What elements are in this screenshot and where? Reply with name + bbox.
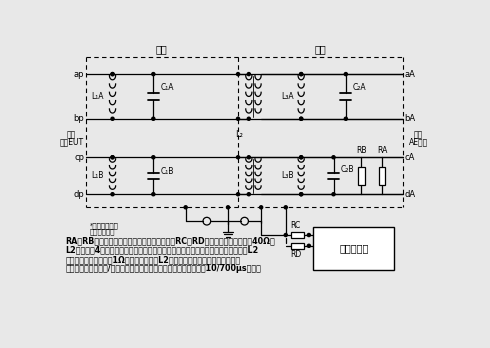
Text: 去耦: 去耦 [315, 44, 326, 54]
Circle shape [237, 117, 240, 120]
Circle shape [237, 73, 240, 76]
Circle shape [284, 234, 287, 237]
Circle shape [300, 117, 303, 120]
Circle shape [300, 156, 303, 159]
Text: 高速通信线路的耦合/去耦网络（由于电感饱和的原因，不推荐用于10/700μs试验）: 高速通信线路的耦合/去耦网络（由于电感饱和的原因，不推荐用于10/700μs试验… [66, 264, 262, 273]
Text: bp: bp [74, 114, 84, 123]
Circle shape [152, 193, 155, 196]
Text: L2是一个有4线圈的电流补偿扼流圈，用以避免在电器功率输送的过程中发生饱和，L2: L2是一个有4线圈的电流补偿扼流圈，用以避免在电器功率输送的过程中发生饱和，L2 [66, 246, 259, 255]
Text: C₁B: C₁B [160, 167, 173, 176]
Text: 有低的电阻值（远小于1Ω），若将电阻与L2并行连接时，可以降低总电阻值。: 有低的电阻值（远小于1Ω），若将电阻与L2并行连接时，可以降低总电阻值。 [66, 255, 241, 264]
Circle shape [300, 193, 303, 196]
Circle shape [300, 117, 303, 120]
Bar [379, 166, 386, 185]
Text: *图中插头的符: *图中插头的符 [89, 223, 118, 229]
Circle shape [111, 117, 114, 120]
Circle shape [344, 73, 347, 76]
Circle shape [237, 156, 240, 159]
Text: aA: aA [404, 70, 415, 79]
Circle shape [152, 117, 155, 120]
Text: RA和RB的值要尽量低，用于抑制振荡点振铃；RC和RD作为隔离电阻，阻值为40Ω；: RA和RB的值要尽量低，用于抑制振荡点振铃；RC和RD作为隔离电阻，阻值为40Ω… [66, 237, 275, 246]
Text: 设备EUT: 设备EUT [60, 137, 84, 147]
Text: dp: dp [74, 190, 84, 199]
Circle shape [344, 117, 347, 120]
Circle shape [111, 156, 114, 159]
Text: RC: RC [291, 221, 301, 230]
Circle shape [247, 117, 250, 120]
Circle shape [247, 193, 250, 196]
Text: ap: ap [74, 70, 84, 79]
Text: 被试: 被试 [67, 130, 76, 140]
Text: cA: cA [404, 153, 415, 162]
Circle shape [152, 156, 155, 159]
Bar [358, 166, 365, 185]
Circle shape [307, 234, 311, 237]
Circle shape [284, 206, 287, 209]
Bar [314, 227, 394, 270]
Circle shape [111, 193, 114, 196]
Text: L₁A: L₁A [91, 92, 103, 101]
Circle shape [111, 73, 114, 76]
Text: C₂B: C₂B [341, 165, 354, 174]
Circle shape [300, 193, 303, 196]
Text: bA: bA [404, 114, 416, 123]
Circle shape [111, 73, 114, 76]
Circle shape [226, 206, 229, 209]
Text: L₃A: L₃A [281, 92, 294, 101]
Text: 辅助: 辅助 [414, 130, 423, 140]
Circle shape [247, 156, 250, 159]
Bar [291, 243, 304, 248]
Text: RA: RA [377, 146, 387, 155]
Text: RD: RD [290, 251, 301, 259]
Circle shape [300, 73, 303, 76]
Circle shape [300, 73, 303, 76]
Text: cp: cp [74, 153, 84, 162]
Bar [291, 232, 304, 238]
Text: 浪涌发生器: 浪涌发生器 [339, 244, 368, 253]
Circle shape [237, 193, 240, 196]
Text: AE设备: AE设备 [409, 137, 428, 147]
Circle shape [247, 73, 250, 76]
Text: 号代表连接点: 号代表连接点 [89, 229, 115, 236]
Circle shape [332, 193, 335, 196]
Text: 耦合: 耦合 [156, 44, 168, 54]
Circle shape [300, 156, 303, 159]
Text: L₁B: L₁B [91, 171, 103, 180]
Circle shape [307, 244, 311, 247]
Text: C₂A: C₂A [353, 84, 367, 93]
Circle shape [111, 156, 114, 159]
Text: dA: dA [404, 190, 416, 199]
Circle shape [332, 156, 335, 159]
Text: L₃B: L₃B [281, 171, 294, 180]
Circle shape [152, 73, 155, 76]
Text: RB: RB [356, 146, 367, 155]
Text: L₂: L₂ [235, 130, 243, 139]
Text: C₁A: C₁A [160, 84, 174, 93]
Circle shape [260, 206, 263, 209]
Circle shape [184, 206, 187, 209]
